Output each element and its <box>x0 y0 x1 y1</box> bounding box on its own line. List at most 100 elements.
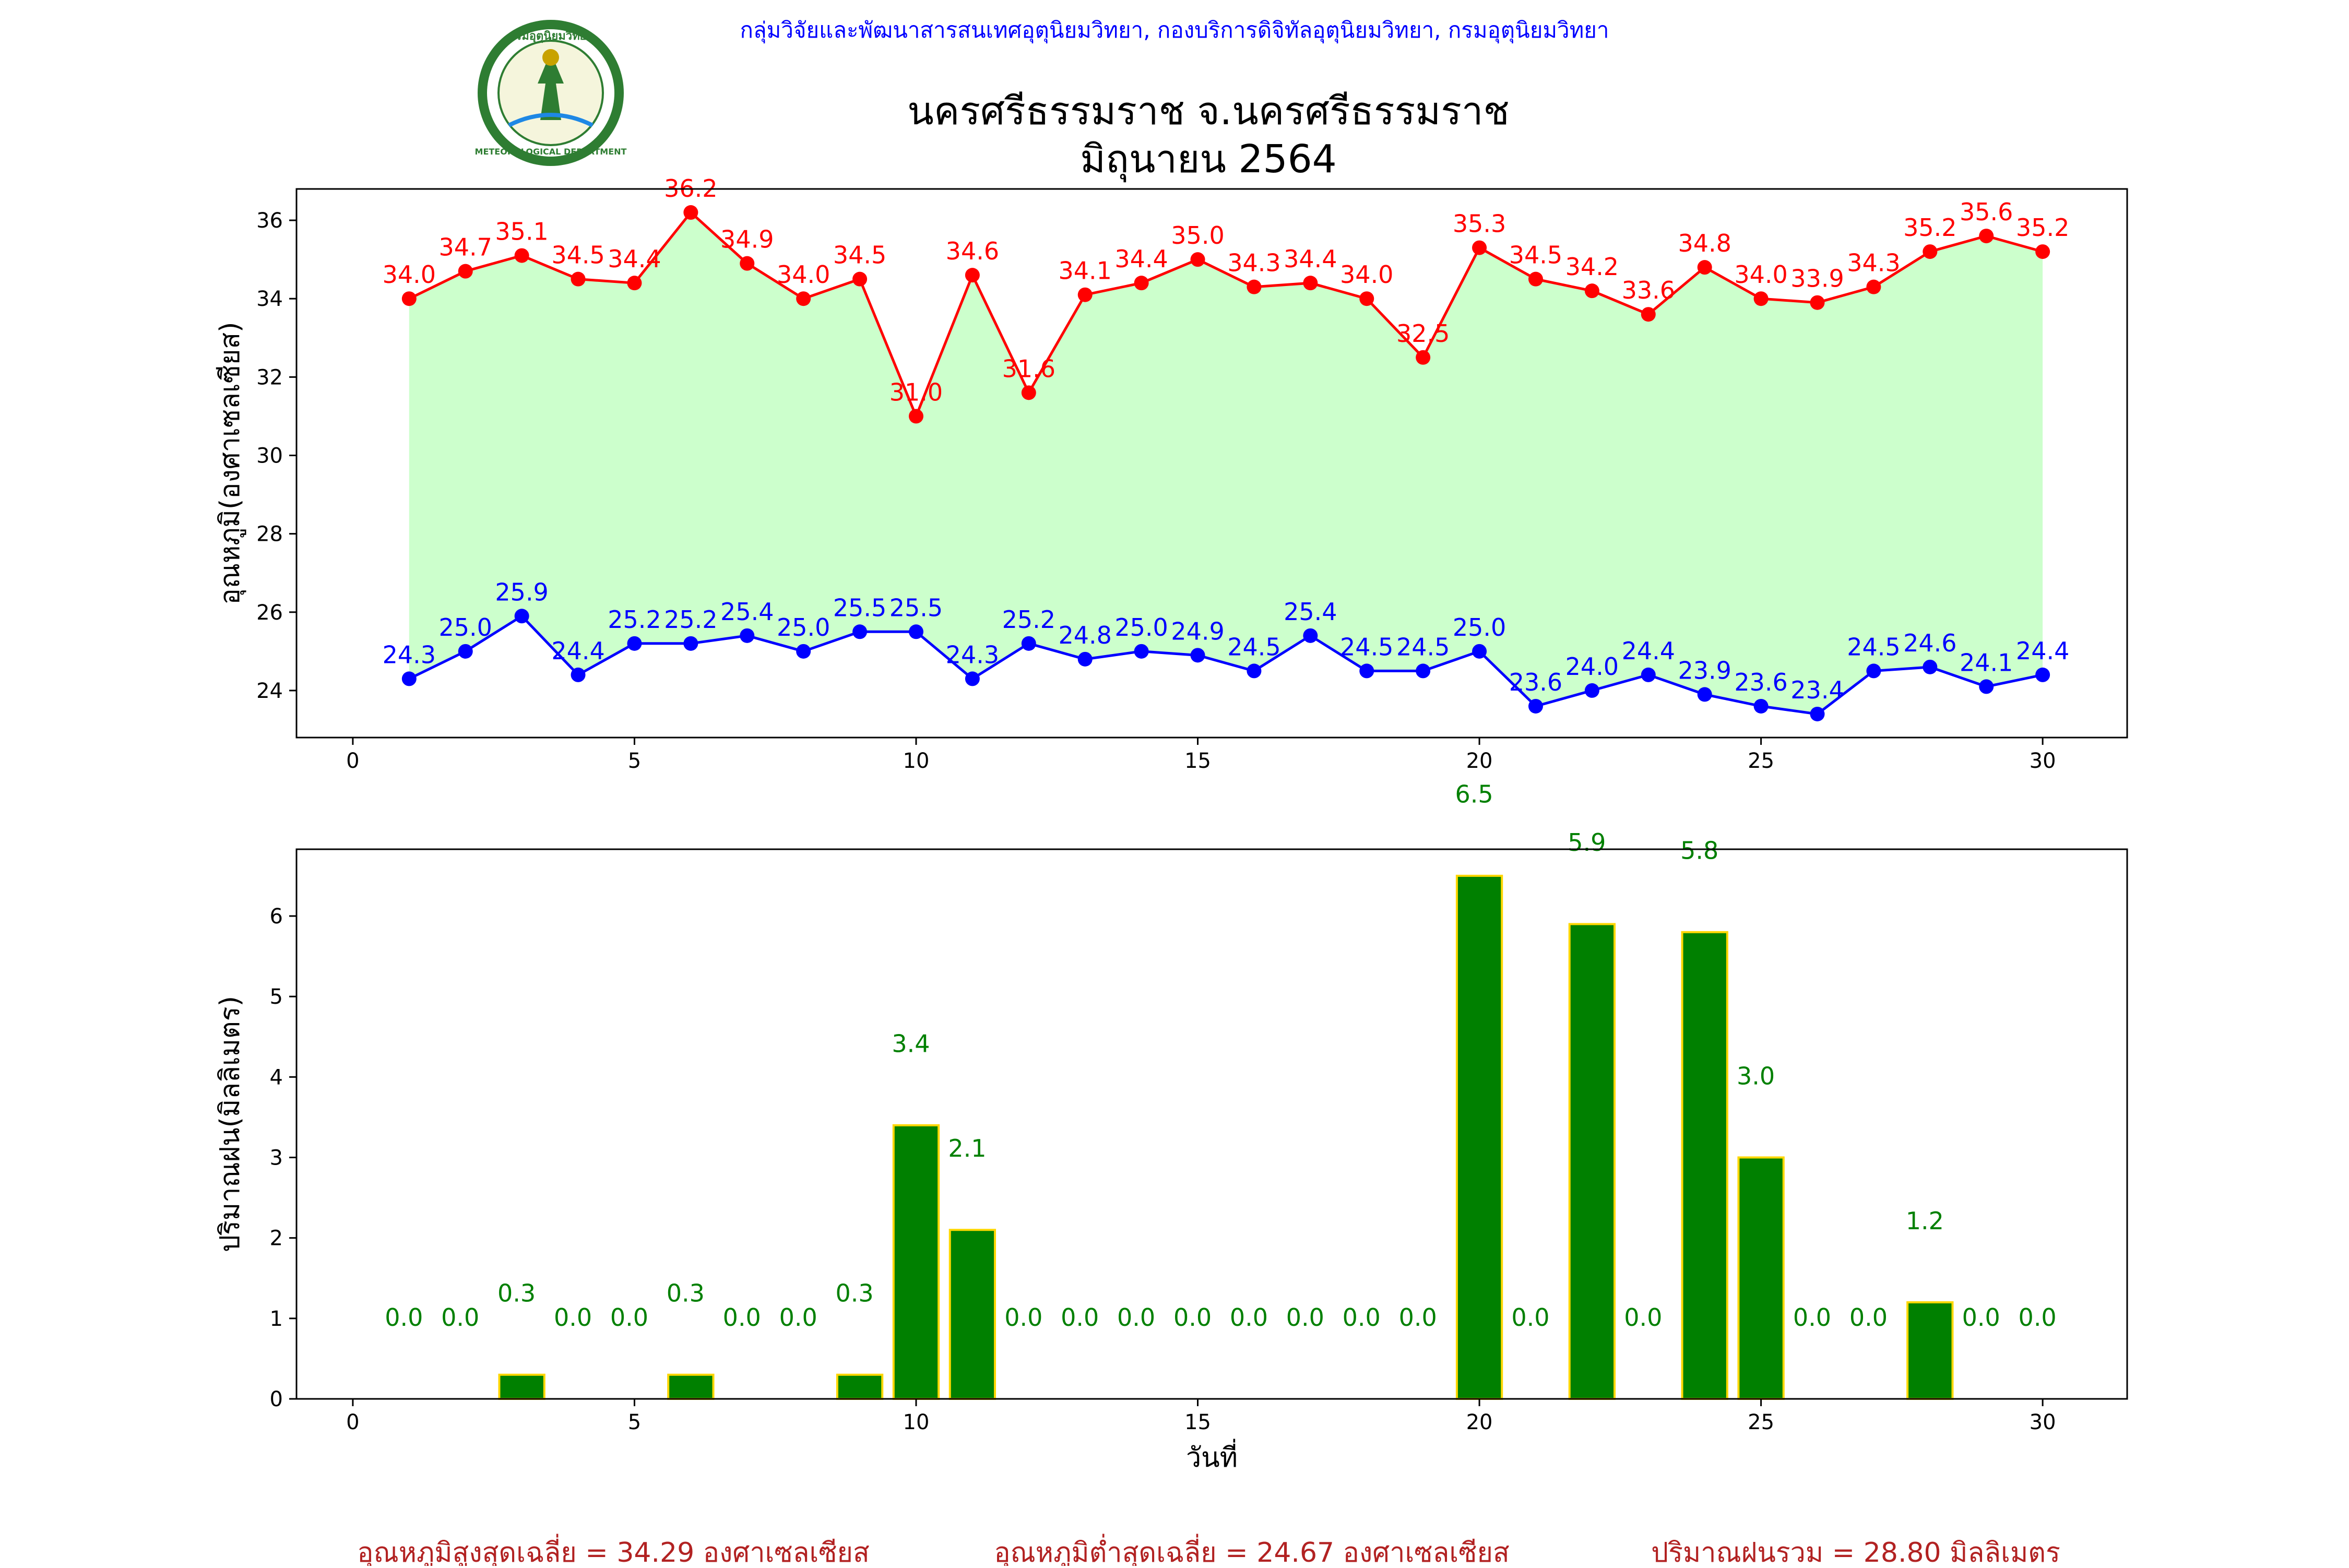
max-temperature-data-label: 34.4 <box>1114 245 1168 273</box>
rainfall-bar <box>836 1373 884 1400</box>
max-temperature-data-label: 34.4 <box>608 245 661 273</box>
min-temperature-data-label: 25.0 <box>777 613 830 642</box>
min-temperature-data-label: 25.2 <box>1002 605 1055 634</box>
max-temperature-data-label: 34.9 <box>720 225 774 254</box>
min-temperature-point <box>1247 663 1262 679</box>
min-temperature-point <box>1753 698 1769 714</box>
min-temperature-data-label: 23.6 <box>1734 668 1787 696</box>
min-temperature-point <box>1077 651 1093 667</box>
min-temperature-data-label: 24.5 <box>1227 633 1280 661</box>
max-temperature-data-label: 35.3 <box>1453 210 1506 238</box>
min-temperature-data-label: 24.3 <box>946 640 999 669</box>
department-logo: กรมอุตุนิยมวิทยา METEOROLOGICAL DEPARTME… <box>475 20 627 166</box>
rainfall-data-label: 0.0 <box>610 1303 648 1332</box>
rainfall-bar <box>667 1373 715 1400</box>
max-temperature-point <box>1584 283 1599 299</box>
summary-min-avg: อุณหภูมิต่ำสุดเฉลี่ย = 24.67 องศาเซลเซีย… <box>994 1534 1509 1566</box>
rainfall-data-label: 0.3 <box>667 1279 705 1308</box>
rainfall-data-label: 5.9 <box>1568 828 1606 857</box>
temperature-plot-frame <box>295 188 2128 739</box>
min-temperature-data-label: 24.5 <box>1340 633 1393 661</box>
rainfall-x-tick-label: 10 <box>903 1410 930 1434</box>
min-temperature-data-label: 24.8 <box>1058 621 1111 649</box>
max-temperature-data-label: 34.3 <box>1227 249 1280 277</box>
max-temperature-point <box>2035 244 2050 259</box>
rainfall-bar <box>948 1229 996 1400</box>
rainfall-bar <box>1906 1301 1954 1400</box>
max-temperature-data-label: 35.2 <box>1903 213 1956 242</box>
max-temperature-point <box>1190 252 1205 267</box>
temperature-x-tick-label: 10 <box>903 749 930 773</box>
min-temperature-point <box>965 671 980 686</box>
min-temperature-point <box>1134 644 1149 659</box>
max-temperature-point <box>1303 276 1318 291</box>
rainfall-data-label: 0.0 <box>1230 1303 1268 1332</box>
max-temperature-point <box>627 276 642 291</box>
min-temperature-point <box>683 636 698 651</box>
temperature-x-tick-label: 20 <box>1466 749 1493 773</box>
rainfall-data-label: 0.3 <box>497 1279 536 1308</box>
min-temperature-data-label: 24.6 <box>1903 629 1956 657</box>
max-temperature-point <box>1077 287 1093 302</box>
min-temperature-data-label: 23.4 <box>1790 676 1844 704</box>
max-temperature-point <box>1923 244 1938 259</box>
min-temperature-point <box>1416 663 1431 679</box>
max-temperature-point <box>683 205 698 220</box>
max-temperature-data-label: 32.5 <box>1396 319 1450 348</box>
rainfall-y-tick-label: 3 <box>270 1146 283 1170</box>
rainfall-x-tick-label: 0 <box>346 1410 359 1434</box>
min-temperature-point <box>1584 683 1599 698</box>
min-temperature-data-label: 25.2 <box>664 605 717 634</box>
max-temperature-point <box>1021 385 1036 400</box>
rainfall-y-tick-label: 6 <box>270 905 283 929</box>
rainfall-x-axis-label: วันที่ <box>1186 1439 1238 1474</box>
rainfall-plot-frame <box>295 848 2128 1400</box>
rainfall-data-label: 0.0 <box>723 1303 761 1332</box>
temperature-y-tick-label: 26 <box>256 601 283 625</box>
temperature-y-tick-label: 34 <box>256 287 283 311</box>
rainfall-x-tick-label: 20 <box>1466 1410 1493 1434</box>
max-temperature-data-label: 34.1 <box>1058 257 1111 285</box>
rainfall-data-label: 3.0 <box>1737 1062 1775 1090</box>
rainfall-data-label: 3.4 <box>892 1030 930 1058</box>
max-temperature-data-label: 34.5 <box>833 241 886 269</box>
min-temperature-point <box>571 667 586 682</box>
min-temperature-data-label: 25.0 <box>439 613 492 642</box>
rainfall-y-tick-label: 5 <box>270 985 283 1009</box>
min-temperature-data-label: 25.9 <box>495 578 548 606</box>
max-temperature-point <box>1247 279 1262 294</box>
rainfall-x-tick-label: 15 <box>1184 1410 1211 1434</box>
min-temperature-data-label: 24.1 <box>1960 648 2013 676</box>
min-temperature-point <box>1359 663 1374 679</box>
rainfall-bar <box>1737 1156 1785 1400</box>
min-temperature-data-label: 23.6 <box>1509 668 1562 696</box>
max-temperature-data-label: 35.2 <box>2016 213 2069 242</box>
temperature-y-tick-label: 28 <box>256 522 283 547</box>
min-temperature-point <box>1641 667 1656 682</box>
temperature-y-tick-label: 24 <box>256 679 283 703</box>
max-temperature-point <box>965 268 980 283</box>
min-temperature-point <box>852 624 868 639</box>
rainfall-data-label: 0.0 <box>1399 1303 1437 1332</box>
max-temperature-point <box>571 271 586 287</box>
max-temperature-data-label: 34.5 <box>551 241 604 269</box>
rainfall-y-tick-label: 1 <box>270 1307 283 1331</box>
max-temperature-data-label: 31.6 <box>1002 354 1055 383</box>
min-temperature-point <box>1810 706 1825 721</box>
max-temperature-point <box>1979 229 1994 244</box>
min-temperature-data-label: 25.5 <box>889 593 943 622</box>
rainfall-data-label: 0.0 <box>1004 1303 1042 1332</box>
rainfall-data-label: 1.2 <box>1906 1207 1944 1235</box>
summary-max-avg: อุณหภูมิสูงสุดเฉลี่ย = 34.29 องศาเซลเซีย… <box>357 1534 870 1566</box>
min-temperature-data-label: 24.9 <box>1171 617 1224 645</box>
rainfall-data-label: 0.3 <box>835 1279 873 1308</box>
summary-rain-total: ปริมาณฝนรวม = 28.80 มิลลิเมตร <box>1651 1537 2060 1566</box>
temperature-x-tick-label: 5 <box>628 749 641 773</box>
min-temperature-data-label: 25.0 <box>1453 613 1506 642</box>
max-temperature-data-label: 35.0 <box>1171 221 1224 250</box>
temperature-range-fill <box>409 212 2043 714</box>
rainfall-data-label: 6.5 <box>1455 780 1493 809</box>
min-temperature-data-label: 24.5 <box>1847 633 1900 661</box>
